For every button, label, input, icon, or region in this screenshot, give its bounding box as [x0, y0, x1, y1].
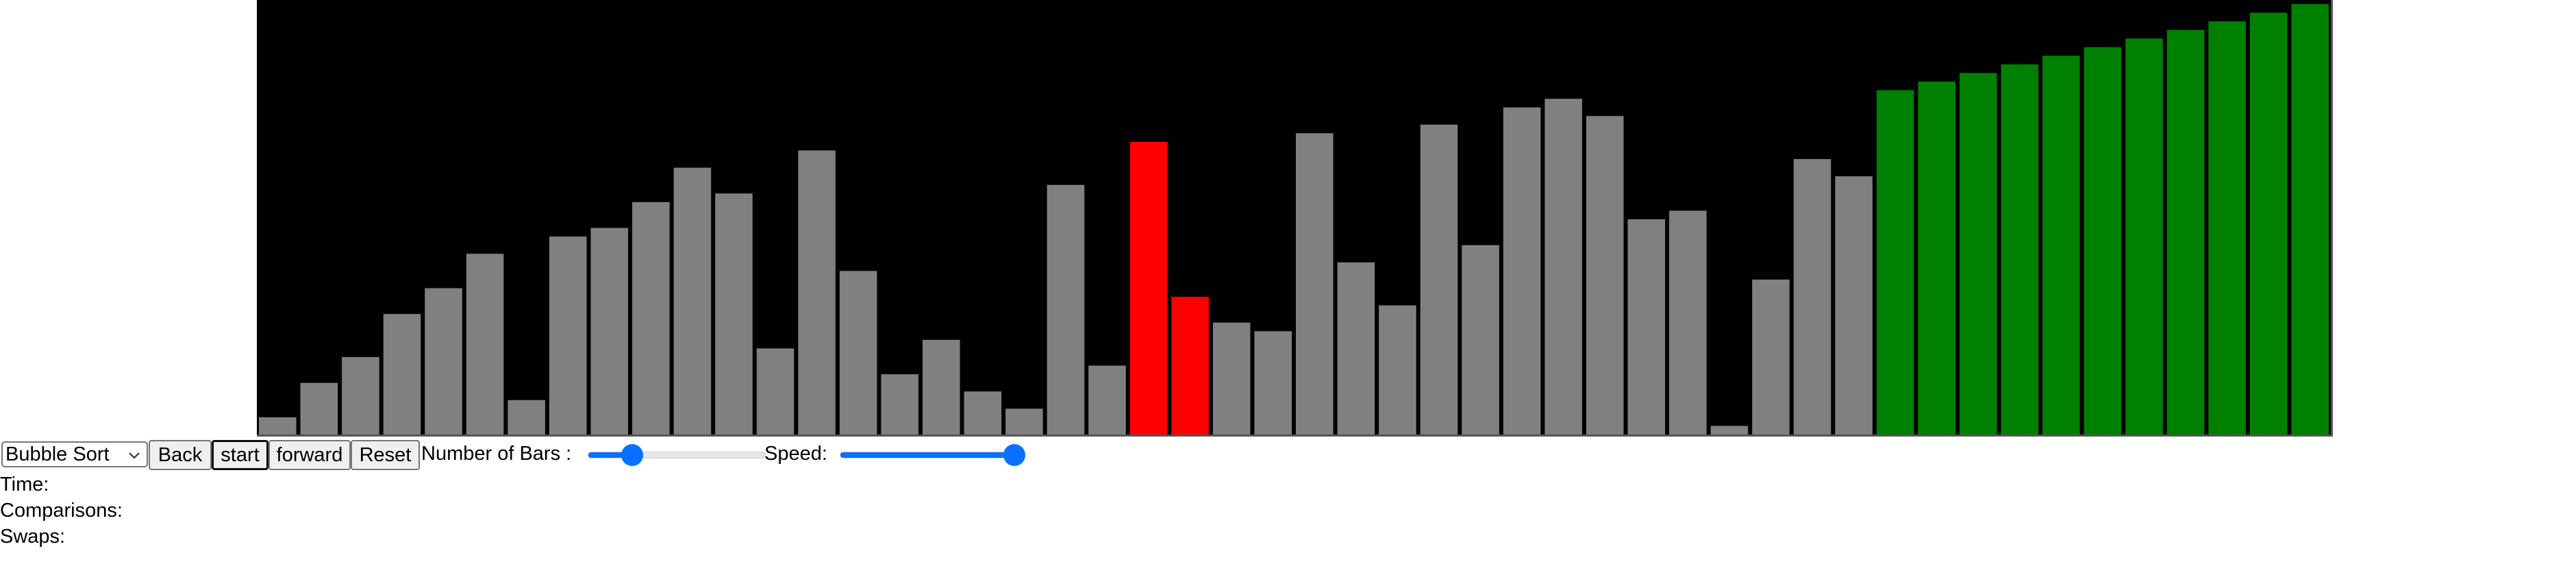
bar-sorted [2249, 12, 2288, 434]
back-button[interactable]: Back [149, 440, 212, 470]
bar-unsorted [881, 374, 918, 434]
bar-unsorted [1296, 133, 1334, 434]
slider-track [588, 452, 766, 458]
time-stat: Time: [0, 474, 49, 495]
bar-unsorted [798, 150, 836, 434]
bar-unsorted [1337, 262, 1375, 434]
bars-svg [259, 4, 2329, 434]
bar-unsorted [1212, 322, 1251, 434]
speed-slider[interactable] [840, 444, 1025, 466]
bar-unsorted [756, 348, 795, 434]
speed-label: Speed: [764, 443, 827, 465]
bar-sorted [2291, 4, 2329, 434]
number-of-bars-slider[interactable] [588, 444, 766, 466]
bar-unsorted [1545, 99, 1582, 434]
slider-thumb[interactable] [621, 444, 643, 466]
bar-unsorted [425, 288, 462, 434]
bar-sorted [2084, 47, 2122, 434]
number-of-bars-label: Number of Bars : [421, 443, 572, 465]
bar-sorted [2166, 29, 2205, 434]
bar-unsorted [1710, 426, 1749, 434]
bar-unsorted [342, 356, 379, 434]
bar-sorted [1918, 82, 1955, 434]
slider-thumb[interactable] [1003, 444, 1025, 466]
bar-unsorted [1627, 219, 1666, 434]
bar-unsorted [590, 228, 629, 434]
slider-track [840, 452, 1018, 458]
comparisons-stat: Comparisons: [0, 500, 123, 522]
bar-unsorted [632, 201, 670, 434]
bar-unsorted [259, 417, 297, 434]
bar-unsorted [1835, 176, 1873, 434]
algorithm-select[interactable]: Bubble Sort [1, 441, 148, 467]
bar-unsorted [1047, 184, 1085, 434]
bar-unsorted [1088, 365, 1126, 434]
bar-unsorted [508, 400, 545, 434]
bar-sorted [1876, 90, 1914, 434]
bar-unsorted [1752, 279, 1790, 434]
slider-fill [840, 452, 1014, 458]
bar-sorted [2208, 21, 2246, 434]
bar-sorted [2125, 38, 2163, 434]
bar-comparing [1171, 297, 1209, 434]
bar-unsorted [839, 271, 877, 434]
bar-unsorted [383, 314, 421, 434]
bar-unsorted [1462, 245, 1499, 434]
bar-unsorted [1005, 408, 1043, 434]
bar-unsorted [300, 382, 338, 434]
bar-unsorted [1254, 331, 1292, 434]
swaps-stat: Swaps: [0, 526, 66, 548]
algorithm-select-value: Bubble Sort [5, 443, 110, 465]
controls-bar: Bubble Sort Back start forward Reset Num… [0, 439, 2576, 471]
bar-unsorted [1669, 210, 1707, 434]
bar-sorted [2001, 64, 2039, 434]
forward-button[interactable]: forward [268, 440, 351, 470]
bar-sorted [1959, 73, 1997, 434]
slider-fill [588, 452, 633, 458]
bar-unsorted [1379, 305, 1416, 434]
bar-unsorted [922, 339, 960, 434]
bar-unsorted [1503, 107, 1541, 434]
bars-canvas [257, 0, 2333, 437]
bar-unsorted [1586, 116, 1624, 434]
chevron-down-icon [129, 452, 140, 459]
bar-unsorted [1793, 159, 1831, 434]
bar-unsorted [964, 391, 1002, 434]
bar-comparing [1129, 141, 1168, 434]
reset-button[interactable]: Reset [351, 440, 420, 470]
bar-unsorted [549, 236, 587, 434]
bar-sorted [2042, 56, 2080, 434]
bar-unsorted [466, 254, 504, 434]
bar-unsorted [1420, 124, 1458, 434]
bar-unsorted [673, 167, 712, 434]
start-button[interactable]: start [212, 440, 268, 470]
bar-unsorted [715, 193, 753, 434]
